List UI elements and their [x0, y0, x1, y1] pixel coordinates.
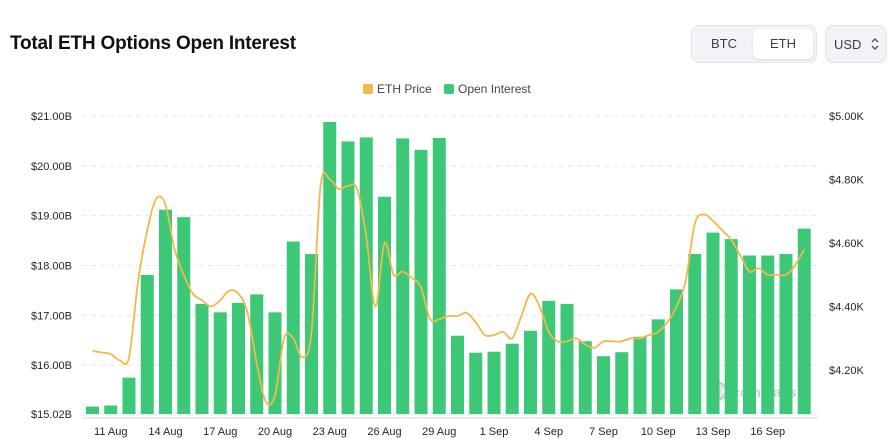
currency-label: USD — [834, 37, 862, 52]
legend-label-open-interest: Open Interest — [458, 82, 531, 96]
open-interest-bar — [688, 254, 702, 414]
y-right-tick-label: $4.60K — [829, 238, 865, 250]
open-interest-bar — [323, 121, 337, 415]
open-interest-bar — [524, 330, 537, 414]
open-interest-bar — [615, 352, 629, 414]
x-tick-label: 23 Aug — [313, 426, 347, 438]
open-interest-bar — [140, 274, 154, 414]
x-tick-label: 13 Sep — [696, 426, 731, 438]
eth-toggle-button[interactable]: ETH — [753, 29, 813, 59]
open-interest-bar — [487, 351, 501, 414]
y-left-tick-label: $17.00B — [31, 310, 72, 322]
legend: ETH Price Open Interest — [363, 82, 531, 96]
x-tick-label: 17 Aug — [203, 426, 237, 438]
open-interest-bar — [286, 241, 300, 414]
open-interest-bar — [432, 137, 446, 414]
open-interest-bar — [86, 406, 99, 414]
page-title: Total ETH Options Open Interest — [10, 33, 296, 54]
open-interest-bar — [542, 300, 556, 414]
open-interest-bar — [761, 255, 775, 414]
open-interest-bar — [159, 209, 172, 414]
x-tick-label: 26 Aug — [367, 426, 401, 438]
open-interest-bar — [505, 343, 519, 414]
open-interest-bar — [104, 405, 118, 414]
open-interest-bar — [597, 356, 610, 414]
open-interest-bar — [414, 149, 428, 414]
x-tick-label: 4 Sep — [534, 426, 563, 438]
y-left-tick-label: $21.00B — [31, 111, 72, 123]
open-interest-bar — [578, 341, 592, 414]
eth-price-line — [92, 171, 806, 406]
open-interest-bar — [724, 239, 738, 414]
open-interest-bar — [378, 196, 391, 414]
open-interest-bar — [232, 302, 245, 414]
open-interest-bar — [451, 335, 464, 414]
legend-swatch-open-interest — [444, 84, 454, 94]
open-interest-bar — [560, 303, 574, 414]
open-interest-bar — [341, 141, 355, 414]
open-interest-bar — [177, 217, 191, 414]
y-left-tick-label: $20.00B — [31, 161, 72, 173]
x-tick-label: 16 Sep — [750, 426, 785, 438]
y-left-tick-label: $19.00B — [31, 211, 72, 223]
asset-toggle: BTC ETH — [691, 25, 817, 63]
y-right-tick-label: $4.40K — [829, 302, 865, 314]
btc-toggle-button[interactable]: BTC — [711, 36, 737, 51]
open-interest-bar — [250, 294, 264, 414]
x-tick-label: 10 Sep — [641, 426, 676, 438]
open-interest-bar — [670, 289, 683, 414]
open-interest-bar — [268, 312, 282, 414]
up-down-chevron-icon — [871, 38, 879, 50]
open-interest-bar — [797, 228, 811, 414]
y-left-tick-label: $16.00B — [31, 360, 72, 372]
open-interest-bar — [122, 377, 136, 414]
y-left-tick-label: $18.00B — [31, 260, 72, 272]
y-right-tick-label: $5.00K — [829, 111, 865, 123]
x-axis: 11 Aug 14 Aug 17 Aug 20 Aug 23 Aug 26 Aug 29 A… — [82, 417, 818, 438]
open-interest-bar — [651, 319, 665, 414]
x-tick-label: 14 Aug — [148, 426, 182, 438]
legend-swatch-eth-price — [363, 84, 373, 94]
open-interest-bar — [633, 336, 647, 414]
currency-select[interactable]: USD — [825, 25, 887, 63]
open-interest-bar — [469, 352, 483, 414]
open-interest-bar — [706, 232, 720, 414]
open-interest-bar — [213, 312, 227, 414]
open-interest-bar — [396, 138, 410, 414]
y-right-tick-label: $4.20K — [829, 365, 865, 377]
right-axis: $4.20K $4.40K $4.60K $4.80K $5.00K — [829, 111, 865, 377]
open-interest-bar — [195, 303, 209, 414]
left-axis: $15.02B $16.00B $17.00B $18.00B $19.00B $20.0… — [31, 111, 72, 421]
legend-label-eth-price: ETH Price — [377, 82, 432, 96]
x-tick-label: 1 Sep — [480, 426, 509, 438]
x-tick-label: 29 Aug — [422, 426, 456, 438]
y-right-tick-label: $4.80K — [829, 175, 865, 187]
x-tick-label: 11 Aug — [94, 426, 127, 438]
open-interest-bar — [359, 137, 373, 414]
x-tick-label: 7 Sep — [589, 426, 618, 438]
y-left-tick-label: $15.02B — [31, 409, 72, 421]
x-tick-label: 20 Aug — [258, 426, 292, 438]
open-interest-bar — [743, 255, 756, 414]
open-interest-bar — [779, 254, 793, 414]
